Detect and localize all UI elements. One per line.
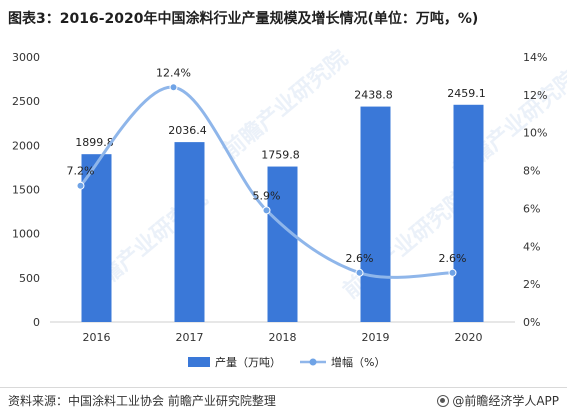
- line-point: [355, 268, 364, 277]
- line-data-label: 7.2%: [67, 165, 95, 178]
- bar: [81, 154, 112, 322]
- bar: [267, 166, 298, 322]
- x-tick-label: 2016: [83, 331, 111, 344]
- y-left-tick-label: 1500: [12, 184, 40, 197]
- legend-line-label: 增幅（%）: [331, 355, 385, 369]
- legend-line-marker: [309, 358, 317, 366]
- growth-line: [79, 85, 453, 279]
- bar: [174, 142, 205, 322]
- bar-data-label: 2459.1: [447, 87, 486, 100]
- bar: [453, 104, 484, 322]
- y-right-tick-label: 6%: [523, 202, 540, 215]
- watermark-text: 前瞻产业研究院: [218, 45, 353, 164]
- y-right-tick-label: 0%: [523, 316, 540, 329]
- bar-data-label: 1899.8: [75, 136, 114, 149]
- bar-series: 1899.8 2036.4 1759.8 2438.8 2459.1: [75, 87, 486, 323]
- line-point: [262, 206, 271, 215]
- brand-logo-icon: [437, 394, 450, 407]
- bar-data-label: 1759.8: [261, 149, 300, 162]
- y-right-tick-label: 2%: [523, 278, 540, 291]
- x-tick-label: 2020: [455, 331, 483, 344]
- y-left-tick-label: 2000: [12, 139, 40, 152]
- chart-axes: 0 500 1000 1500 2000 2500 3000 0% 2% 4% 6% 8% 10% 12%…: [12, 51, 547, 344]
- line-data-label: 12.4%: [156, 66, 191, 79]
- y-right-tick-label: 12%: [523, 89, 547, 102]
- y-right-tick-label: 10%: [523, 127, 547, 140]
- line-point: [169, 83, 178, 92]
- y-right-tick-label: 4%: [523, 240, 540, 253]
- x-tick-label: 2017: [176, 331, 204, 344]
- legend-bar-label: 产量（万吨）: [215, 355, 281, 369]
- y-left-tick-label: 0: [33, 316, 40, 329]
- y-left-tick-label: 3000: [12, 51, 40, 64]
- source-note: 资料来源：中国涂料工业协会 前瞻产业研究院整理: [8, 394, 276, 408]
- y-right-tick-label: 8%: [523, 165, 540, 178]
- x-tick-label: 2019: [362, 331, 390, 344]
- line-data-label: 2.6%: [346, 252, 374, 265]
- y-right-tick-label: 14%: [523, 51, 547, 64]
- x-tick-label: 2018: [269, 331, 297, 344]
- bar-data-label: 2438.8: [354, 89, 393, 102]
- bar: [360, 106, 391, 323]
- line-data-label: 2.6%: [439, 252, 467, 265]
- footer-divider: [0, 387, 567, 388]
- bar-data-label: 2036.4: [168, 124, 207, 137]
- legend-bar-swatch: [188, 357, 210, 367]
- brand-tag: @前瞻经济学人APP: [437, 392, 559, 409]
- line-series: 7.2% 12.4% 5.9% 2.6% 2.6%: [67, 66, 467, 279]
- line-point: [76, 181, 85, 190]
- line-data-label: 5.9%: [253, 189, 281, 202]
- chart-legend: 产量（万吨） 增幅（%）: [188, 355, 385, 369]
- chart-title: 图表3：2016-2020年中国涂料行业产量规模及增长情况(单位：万吨，%): [8, 11, 479, 27]
- line-point: [448, 268, 457, 277]
- watermark-text: 前瞻产业研究院: [338, 185, 473, 304]
- y-left-tick-label: 1000: [12, 228, 40, 241]
- y-left-tick-label: 500: [19, 272, 40, 285]
- brand-text: @前瞻经济学人APP: [452, 394, 559, 408]
- y-left-tick-label: 2500: [12, 95, 40, 108]
